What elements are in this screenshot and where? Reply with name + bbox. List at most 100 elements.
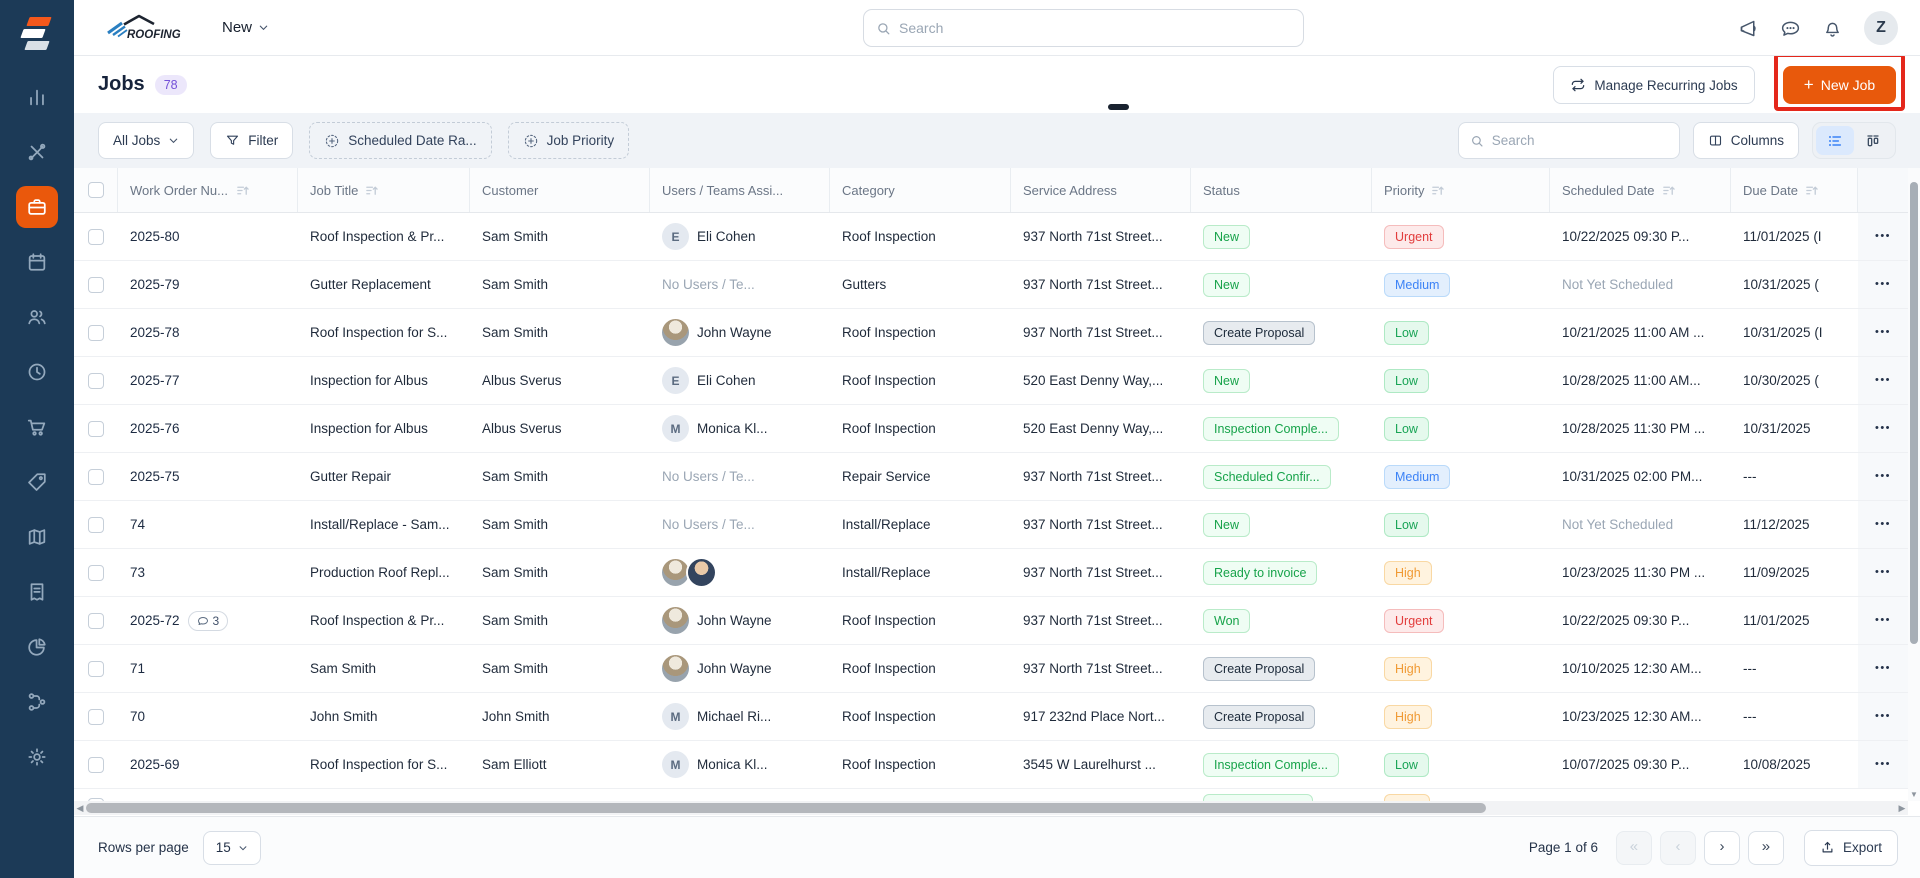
work-order-number[interactable]: 74 [130, 517, 146, 532]
row-checkbox[interactable] [88, 708, 104, 725]
column-header[interactable]: Customer [470, 168, 650, 212]
row-actions-button[interactable]: ••• [1874, 230, 1892, 242]
work-order-number[interactable]: 70 [130, 709, 146, 724]
global-search-input[interactable] [899, 20, 1291, 36]
table-row[interactable]: 71 Sam Smith Sam Smith John Wayne Roof Inspe… [74, 645, 1908, 693]
scheduled-date-range-chip[interactable]: Scheduled Date Ra... [309, 122, 492, 159]
sidebar-item-pricing[interactable] [16, 461, 58, 503]
sidebar-item-time[interactable] [16, 351, 58, 393]
scroll-left-icon[interactable]: ◀ [76, 803, 84, 813]
row-checkbox[interactable] [88, 660, 104, 677]
vertical-scrollbar[interactable]: ▼ [1908, 168, 1920, 801]
work-order-number[interactable]: 2025-76 [130, 421, 180, 436]
work-order-number[interactable]: 71 [130, 661, 146, 676]
row-checkbox[interactable] [88, 228, 104, 245]
column-header[interactable]: Status [1191, 168, 1372, 212]
column-header[interactable]: Scheduled Date [1550, 168, 1731, 212]
work-order-number[interactable]: 2025-69 [130, 757, 180, 772]
sidebar-item-tools[interactable] [16, 131, 58, 173]
table-row[interactable]: 2025-77 Inspection for Albus Albus Sverus E… [74, 357, 1908, 405]
list-view-button[interactable] [1816, 126, 1854, 155]
table-row[interactable]: 74 Install/Replace - Sam... Sam Smith No Us… [74, 501, 1908, 549]
row-actions-button[interactable]: ••• [1874, 326, 1892, 338]
comments-badge[interactable]: 3 [187, 610, 229, 631]
sort-icon[interactable] [1805, 184, 1818, 197]
table-row[interactable]: 2025-80 Roof Inspection & Pr... Sam Smith E… [74, 213, 1908, 261]
table-row[interactable]: 2025-75 Gutter Repair Sam Smith No Users / … [74, 453, 1908, 501]
table-row[interactable]: 2025-78 Roof Inspection for S... Sam Smith… [74, 309, 1908, 357]
row-checkbox[interactable] [88, 564, 104, 581]
work-order-number[interactable]: 2025-78 [130, 325, 180, 340]
app-logo-icon[interactable] [18, 14, 56, 58]
sort-icon[interactable] [1662, 184, 1675, 197]
table-row[interactable]: 2025-69 Roof Inspection for S... Sam Ellio… [74, 741, 1908, 789]
scroll-down-icon[interactable]: ▼ [1910, 790, 1918, 799]
work-order-number[interactable]: 2025-72 [130, 613, 180, 628]
row-checkbox[interactable] [88, 324, 104, 341]
column-header[interactable]: Service Address [1011, 168, 1191, 212]
row-checkbox[interactable] [88, 516, 104, 533]
row-checkbox[interactable] [88, 612, 104, 629]
sidebar-item-map[interactable] [16, 516, 58, 558]
new-menu-button[interactable]: New [222, 19, 269, 36]
view-select-dropdown[interactable]: All Jobs [98, 122, 195, 159]
sidebar-item-workflows[interactable] [16, 681, 58, 723]
column-header[interactable]: Priority [1372, 168, 1550, 212]
job-priority-chip[interactable]: Job Priority [507, 122, 630, 159]
sort-icon[interactable] [1431, 184, 1445, 197]
sidebar-item-reports[interactable] [16, 626, 58, 668]
sidebar-item-sales[interactable] [16, 406, 58, 448]
board-view-button[interactable] [1854, 126, 1892, 155]
global-search[interactable] [863, 9, 1304, 47]
horizontal-scrollbar-thumb[interactable] [86, 803, 1486, 813]
table-row[interactable]: 2025-79 Gutter Replacement Sam Smith No Use… [74, 261, 1908, 309]
row-actions-button[interactable]: ••• [1874, 710, 1892, 722]
sort-icon[interactable] [236, 184, 249, 197]
table-search-input[interactable] [1491, 133, 1668, 148]
row-actions-button[interactable]: ••• [1874, 662, 1892, 674]
sidebar-item-schedule[interactable] [16, 241, 58, 283]
select-all-checkbox[interactable] [87, 182, 104, 198]
vertical-scrollbar-thumb[interactable] [1910, 182, 1918, 644]
column-header[interactable]: Users / Teams Assi... [650, 168, 830, 212]
row-actions-button[interactable]: ••• [1874, 758, 1892, 770]
row-checkbox[interactable] [88, 420, 104, 437]
row-actions-button[interactable]: ••• [1874, 518, 1892, 530]
sidebar-item-customers[interactable] [16, 296, 58, 338]
row-actions-button[interactable]: ••• [1874, 278, 1892, 290]
row-actions-button[interactable]: ••• [1874, 374, 1892, 386]
columns-button[interactable]: Columns [1692, 122, 1799, 159]
filter-button[interactable]: Filter [210, 122, 294, 159]
last-page-button[interactable]: » [1747, 830, 1784, 865]
user-avatar[interactable]: Z [1864, 11, 1898, 45]
previous-page-button[interactable]: ‹ [1659, 830, 1696, 865]
table-row[interactable]: 73 Production Roof Repl... Sam Smith Instal… [74, 549, 1908, 597]
table-row[interactable]: 70 John Smith John Smith M Michael Ri... Roof… [74, 693, 1908, 741]
rows-per-page-select[interactable]: 15 [202, 830, 261, 865]
sidebar-item-invoices[interactable] [16, 571, 58, 613]
chat-icon[interactable] [1780, 18, 1801, 39]
manage-recurring-jobs-button[interactable]: Manage Recurring Jobs [1553, 66, 1755, 104]
sidebar-item-analytics[interactable] [16, 76, 58, 118]
work-order-number[interactable]: 2025-77 [130, 373, 180, 388]
row-checkbox[interactable] [88, 276, 104, 293]
work-order-number[interactable]: 2025-80 [130, 229, 180, 244]
work-order-number[interactable]: 2025-79 [130, 277, 180, 292]
row-checkbox[interactable] [88, 372, 104, 389]
next-page-button[interactable]: › [1703, 830, 1740, 865]
horizontal-scrollbar[interactable]: ◀ ▶ [74, 801, 1908, 815]
row-actions-button[interactable]: ••• [1874, 422, 1892, 434]
row-checkbox[interactable] [88, 468, 104, 485]
table-row[interactable]: 2025-76 Inspection for Albus Albus Sverus M… [74, 405, 1908, 453]
column-header[interactable]: Due Date [1731, 168, 1858, 212]
column-header[interactable]: Category [830, 168, 1011, 212]
work-order-number[interactable]: 73 [130, 565, 146, 580]
work-order-number[interactable]: 2025-75 [130, 469, 180, 484]
export-button[interactable]: Export [1803, 829, 1898, 866]
column-header[interactable]: Job Title [298, 168, 470, 212]
row-actions-button[interactable]: ••• [1874, 566, 1892, 578]
table-search[interactable] [1457, 122, 1680, 159]
sort-icon[interactable] [365, 184, 379, 197]
first-page-button[interactable]: « [1615, 830, 1652, 865]
row-actions-button[interactable]: ••• [1874, 614, 1892, 626]
